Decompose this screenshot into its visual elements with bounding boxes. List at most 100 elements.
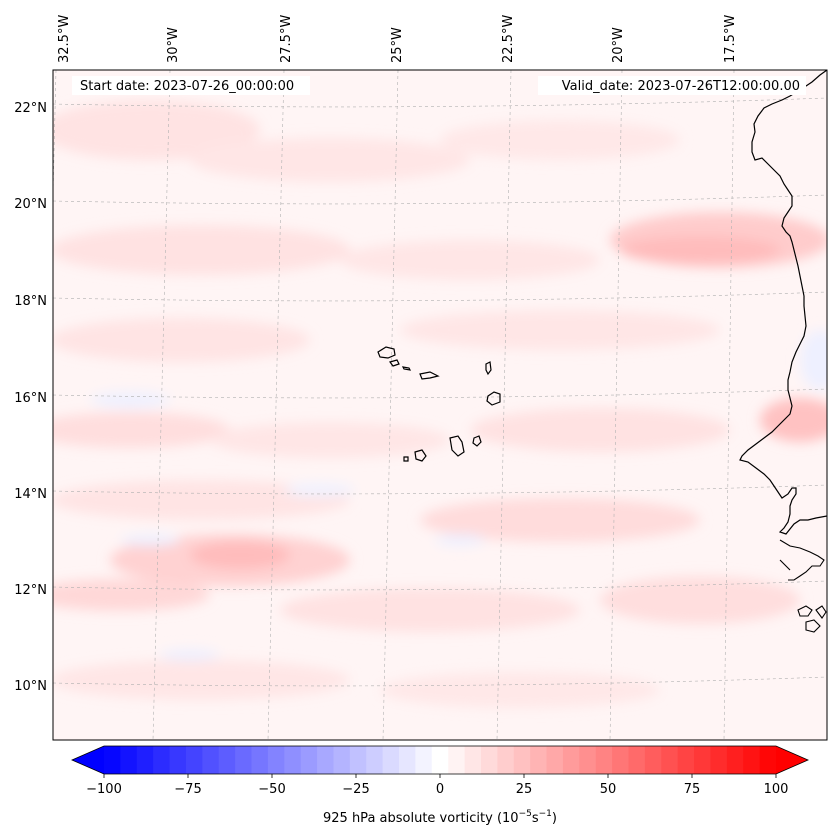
colorbar-segment xyxy=(628,746,646,774)
meridian-22-5w xyxy=(496,70,512,740)
lon-label-20w: 20°W xyxy=(611,27,626,63)
colorbar-max-extension xyxy=(776,746,808,774)
colorbar-segment xyxy=(136,746,154,774)
guinea-bissau-coastline xyxy=(779,539,825,581)
colorbar-min-extension xyxy=(72,746,104,774)
colorbar-segment xyxy=(546,746,564,774)
colorbar-segment xyxy=(202,746,220,774)
vorticity-field xyxy=(53,100,827,708)
colorbar-segment xyxy=(349,746,367,774)
colorbar-segment xyxy=(448,746,466,774)
island-boa-vista xyxy=(486,391,501,406)
map-frame xyxy=(52,69,828,741)
island-brava xyxy=(403,456,409,462)
colorbar-segment xyxy=(169,746,187,774)
colorbar-segment xyxy=(661,746,679,774)
lat-label-20n: 20°N xyxy=(14,197,47,212)
colorbar-segments xyxy=(104,746,777,774)
cb-tick-label: 25 xyxy=(516,782,533,797)
parallel-14n xyxy=(53,484,827,495)
island-sao-nicolau xyxy=(419,371,440,380)
colorbar-segment xyxy=(366,746,384,774)
cb-tick-label: −25 xyxy=(342,782,369,797)
colorbar-segment xyxy=(644,746,662,774)
parallel-22n xyxy=(53,97,827,108)
cape-verde-islands xyxy=(377,346,501,462)
lat-label-12n: 12°N xyxy=(14,583,47,598)
meridian-17-5w xyxy=(723,70,735,740)
meridian-20w xyxy=(609,70,623,740)
colorbar-segment xyxy=(562,746,580,774)
colorbar-segment xyxy=(267,746,285,774)
lat-label-16n: 16°N xyxy=(14,391,47,406)
colorbar-segment xyxy=(218,746,236,774)
bijagos-islands xyxy=(797,605,827,633)
colorbar-segment xyxy=(677,746,695,774)
latitude-labels: 22°N 20°N 18°N 16°N 14°N 12°N 10°N xyxy=(14,101,47,694)
cb-tick-label: 75 xyxy=(684,782,701,797)
colorbar-segment xyxy=(153,746,171,774)
lon-label-32-5w: 32.5°W xyxy=(57,15,72,63)
lon-label-30w: 30°W xyxy=(166,27,181,63)
colorbar-segment xyxy=(612,746,630,774)
parallel-18n xyxy=(53,291,827,302)
gridlines xyxy=(53,70,827,740)
colorbar-segment xyxy=(497,746,515,774)
colorbar-segment xyxy=(317,746,335,774)
colorbar-segment xyxy=(464,746,482,774)
island-fogo xyxy=(414,449,427,462)
cb-tick-label: −50 xyxy=(258,782,285,797)
colorbar-segment xyxy=(120,746,138,774)
cb-tick-label: 0 xyxy=(436,782,444,797)
valid-date-label: Valid_date: 2023-07-26T12:00:00.00 xyxy=(562,79,800,94)
longitude-labels: 32.5°W 30°W 27.5°W 25°W 22.5°W 20°W 17.5… xyxy=(57,15,738,63)
valid-date-box xyxy=(538,76,806,95)
colorbar-segment xyxy=(579,746,597,774)
meridian-25w xyxy=(382,70,399,740)
parallel-10n xyxy=(53,676,827,687)
colorbar-segment xyxy=(694,746,712,774)
cb-tick-label: 100 xyxy=(764,782,789,797)
colorbar-segment xyxy=(726,746,744,774)
colorbar-segment xyxy=(399,746,417,774)
island-sao-vicente xyxy=(388,359,400,367)
map-area xyxy=(53,70,827,740)
colorbar-segment xyxy=(743,746,761,774)
start-date-label: Start date: 2023-07-26_00:00:00 xyxy=(80,79,294,94)
lat-label-14n: 14°N xyxy=(14,487,47,502)
lat-label-18n: 18°N xyxy=(14,294,47,309)
island-santo-antao xyxy=(377,346,396,359)
island-sal xyxy=(485,361,492,376)
colorbar-segment xyxy=(185,746,203,774)
colorbar-segment xyxy=(251,746,269,774)
colorbar-segment xyxy=(513,746,531,774)
colorbar-segment xyxy=(530,746,548,774)
cb-tick-label: 50 xyxy=(600,782,617,797)
lon-label-27-5w: 27.5°W xyxy=(279,15,294,63)
colorbar-label: 925 hPa absolute vorticity (10−5s−1) xyxy=(323,809,557,826)
colorbar-segment xyxy=(235,746,253,774)
colorbar-segment xyxy=(595,746,613,774)
colorbar-tick-labels: −100 −75 −50 −25 0 25 50 75 100 xyxy=(86,774,788,797)
island-santa-luzia xyxy=(401,366,412,371)
colorbar-segment xyxy=(759,746,777,774)
cb-tick-label: −100 xyxy=(86,782,122,797)
colorbar-segment xyxy=(333,746,351,774)
parallel-16n xyxy=(53,388,827,399)
colorbar-segment xyxy=(415,746,433,774)
start-date-box xyxy=(72,76,310,95)
parallel-20n xyxy=(53,194,827,205)
island-maio xyxy=(472,435,482,447)
parallel-12n xyxy=(53,580,827,591)
island-santiago xyxy=(449,435,465,457)
lon-label-22-5w: 22.5°W xyxy=(501,15,516,63)
lat-label-10n: 10°N xyxy=(14,679,47,694)
colorbar-segment xyxy=(104,746,121,774)
africa-coastline xyxy=(739,70,827,535)
colorbar-segment xyxy=(710,746,728,774)
lat-label-22n: 22°N xyxy=(14,101,47,116)
meridian-30w xyxy=(152,70,171,740)
cb-tick-label: −75 xyxy=(174,782,201,797)
colorbar-segment xyxy=(431,746,449,774)
